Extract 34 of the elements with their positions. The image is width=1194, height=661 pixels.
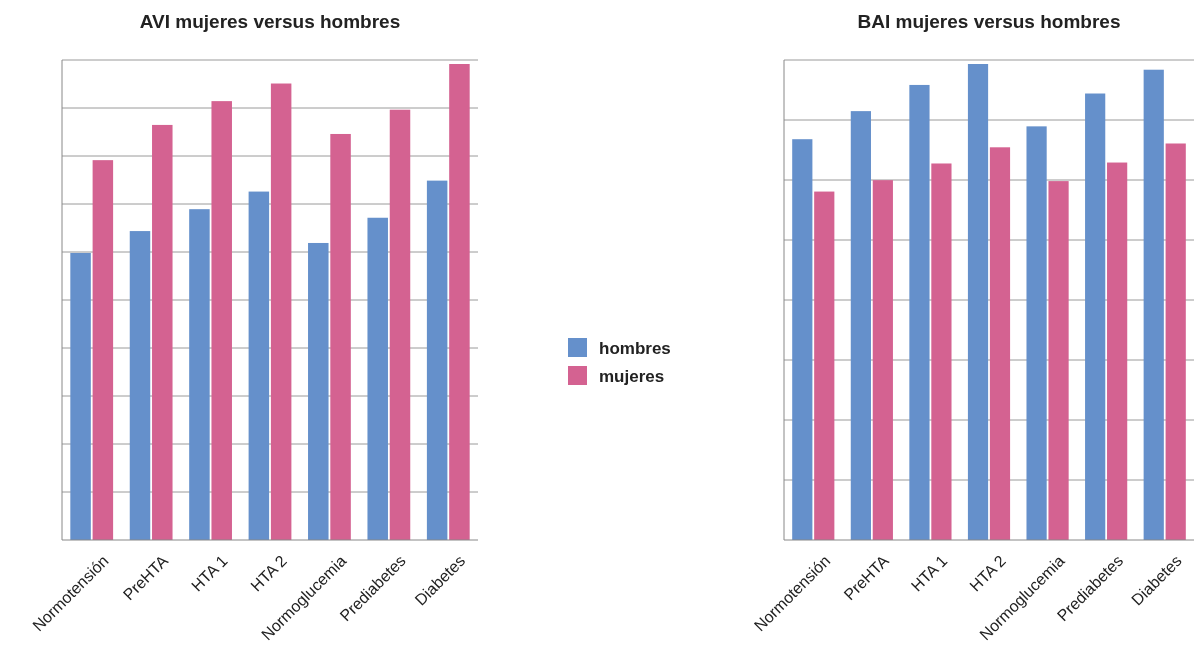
bar bbox=[1143, 69, 1164, 540]
bar bbox=[129, 231, 151, 540]
bar bbox=[1048, 181, 1069, 540]
chart-title: AVI mujeres versus hombres bbox=[139, 11, 401, 32]
bar bbox=[792, 139, 813, 540]
bar bbox=[1107, 162, 1128, 540]
bar bbox=[189, 209, 210, 540]
bar bbox=[872, 180, 893, 540]
bar bbox=[270, 83, 292, 540]
bar bbox=[1165, 143, 1186, 540]
bar bbox=[814, 191, 835, 540]
bar bbox=[70, 252, 91, 540]
bar bbox=[931, 163, 952, 540]
bar bbox=[389, 109, 411, 540]
bar bbox=[449, 64, 470, 540]
bar bbox=[850, 111, 871, 540]
bar bbox=[211, 101, 232, 540]
legend-label: hombres bbox=[599, 338, 671, 358]
bar bbox=[248, 191, 270, 540]
bar bbox=[92, 160, 114, 540]
bar bbox=[308, 242, 329, 540]
legend-label: mujeres bbox=[599, 366, 665, 386]
bar bbox=[367, 217, 388, 540]
bar bbox=[909, 84, 930, 540]
bar bbox=[426, 180, 448, 540]
x-tick-label: HTA 1 bbox=[907, 551, 951, 595]
bar bbox=[152, 124, 173, 540]
bar bbox=[967, 64, 989, 540]
x-tick-label: HTA 1 bbox=[187, 551, 231, 595]
bar bbox=[330, 133, 351, 540]
bar bbox=[1026, 126, 1047, 540]
bar bbox=[989, 147, 1011, 540]
bar bbox=[1085, 93, 1106, 540]
chart-title: BAI mujeres versus hombres bbox=[857, 11, 1121, 32]
